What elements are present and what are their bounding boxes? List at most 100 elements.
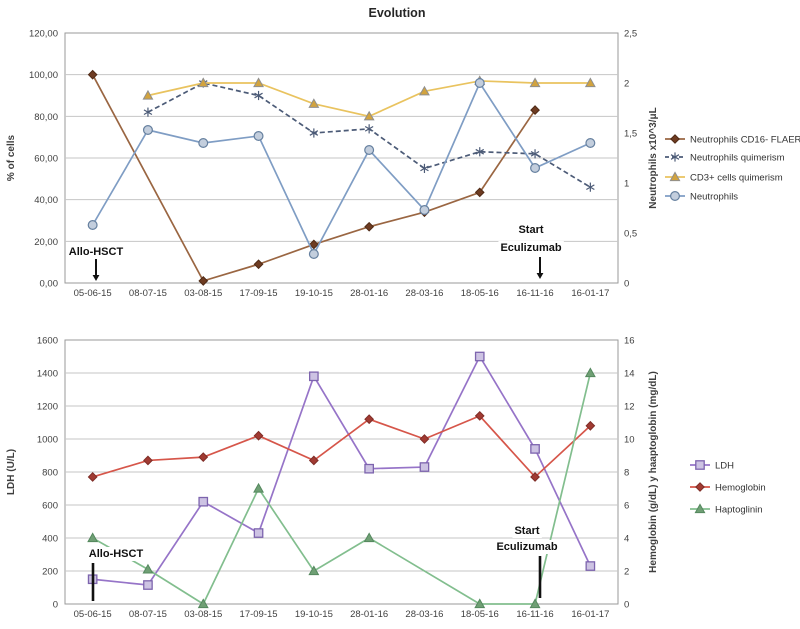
x-axis-label: 28-03-16 bbox=[405, 609, 443, 620]
annotation-bg bbox=[516, 223, 546, 237]
legend-label: Neutrophils bbox=[690, 192, 738, 203]
marker-diamond bbox=[87, 69, 98, 80]
marker-diamond bbox=[364, 221, 375, 232]
x-axis-label: 08-07-15 bbox=[129, 609, 167, 620]
annotation-text: Start bbox=[514, 525, 539, 537]
marker-triangle bbox=[197, 598, 209, 609]
marker-circle bbox=[253, 131, 264, 142]
y-axis-right-tick: 8 bbox=[624, 468, 629, 479]
marker-square bbox=[198, 496, 209, 507]
marker-circle bbox=[87, 220, 98, 231]
y-axis-left-tick: 40,00 bbox=[34, 195, 58, 206]
y-axis-right-tick: 2,5 bbox=[624, 29, 637, 40]
x-axis-label: 03-08-15 bbox=[184, 609, 222, 620]
marker-triangle bbox=[694, 503, 706, 514]
y-axis-right-tick: 1,5 bbox=[624, 129, 637, 140]
x-axis-label: 16-01-17 bbox=[571, 609, 609, 620]
marker-diamond bbox=[87, 472, 98, 482]
marker-diamond bbox=[253, 259, 264, 270]
marker-diamond bbox=[198, 276, 209, 286]
marker-triangle bbox=[308, 98, 320, 108]
marker-triangle bbox=[142, 563, 154, 574]
marker-diamond bbox=[308, 455, 319, 466]
marker-triangle bbox=[197, 77, 209, 88]
marker-triangle bbox=[308, 565, 320, 576]
marker-triangle bbox=[418, 85, 430, 96]
x-axis-label: 28-01-16 bbox=[350, 288, 388, 299]
marker-asterisk bbox=[309, 130, 319, 136]
y-axis-right-tick: 0 bbox=[624, 600, 629, 611]
marker-triangle bbox=[363, 532, 375, 543]
annotation-bg bbox=[66, 245, 126, 259]
y-axis-left-tick: 400 bbox=[42, 534, 58, 545]
x-axis-label: 19-10-15 bbox=[295, 288, 333, 299]
y-axis-left-tick: 60,00 bbox=[34, 154, 58, 165]
marker-diamond bbox=[670, 134, 680, 144]
marker-diamond bbox=[695, 482, 705, 492]
annotation-bg bbox=[498, 241, 564, 255]
marker-triangle bbox=[529, 598, 541, 609]
x-axis-label: 17-09-15 bbox=[240, 609, 278, 620]
annotation-text: Allo-HSCT bbox=[89, 548, 144, 560]
legend-item: LDH bbox=[690, 460, 734, 472]
marker-triangle bbox=[529, 77, 541, 88]
marker-circle bbox=[530, 163, 541, 174]
x-axis-label: 18-05-16 bbox=[461, 609, 499, 620]
y-axis-left-tick: 120,00 bbox=[29, 29, 58, 40]
legend-label: CD3+ cells quimerism bbox=[690, 173, 783, 184]
marker-square bbox=[419, 462, 430, 472]
marker-diamond bbox=[364, 414, 375, 425]
marker-circle bbox=[364, 145, 375, 156]
y-axis-left-tick: 100,00 bbox=[29, 70, 58, 81]
marker-diamond bbox=[530, 105, 540, 115]
y-axis-left-tick: 200 bbox=[42, 567, 58, 578]
x-axis-label: 28-03-16 bbox=[405, 288, 443, 299]
series-line bbox=[92, 372, 592, 606]
marker-square bbox=[143, 580, 153, 590]
legend-item: Hemoglobin bbox=[690, 482, 766, 494]
marker-square bbox=[695, 460, 705, 470]
y-axis-left-tick: 0,00 bbox=[40, 279, 59, 290]
marker-triangle bbox=[253, 482, 265, 493]
marker-triangle bbox=[584, 367, 596, 378]
series-line bbox=[147, 82, 591, 188]
annotation-text: Eculizumab bbox=[496, 541, 557, 553]
y-axis-right-title: Hemoglobin (g/dL) y haaptoglobin (mg/dL) bbox=[648, 371, 659, 573]
marker-square bbox=[530, 444, 540, 454]
y-axis-left-tick: 600 bbox=[42, 501, 58, 512]
series-line bbox=[91, 74, 536, 282]
y-axis-right-tick: 4 bbox=[624, 534, 629, 545]
x-axis-label: 28-01-16 bbox=[350, 609, 388, 620]
y-axis-right-tick: 12 bbox=[624, 402, 635, 413]
chart-title: Evolution bbox=[369, 6, 426, 20]
marker-diamond bbox=[474, 410, 485, 421]
marker-square bbox=[253, 528, 264, 538]
annotation-arrowhead bbox=[536, 273, 544, 279]
y-axis-right-title: Neutrophils x10^3/μL bbox=[648, 107, 659, 208]
bottom-chart: 0 200 400 600 800 1000 1200 1400 1600 0 2 4 6 8 10 12 14… bbox=[6, 336, 766, 621]
marker-asterisk bbox=[670, 154, 680, 160]
marker-diamond bbox=[474, 187, 485, 198]
marker-diamond bbox=[143, 455, 153, 466]
legend-item: Neutrophils bbox=[665, 191, 738, 203]
legend-item: Haptoglinin bbox=[690, 503, 763, 516]
marker-asterisk bbox=[364, 126, 374, 132]
marker-triangle bbox=[142, 89, 154, 100]
y-axis-left-title: LDH (U/L) bbox=[6, 449, 17, 495]
marker-diamond bbox=[419, 434, 430, 444]
annotation-bg bbox=[494, 540, 560, 554]
legend-item: Neutrophils quimerism bbox=[665, 152, 785, 164]
marker-circle bbox=[419, 205, 430, 216]
marker-square bbox=[585, 561, 596, 571]
series-line bbox=[92, 354, 592, 586]
y-axis-left-tick: 80,00 bbox=[34, 112, 58, 123]
y-axis-left-tick: 1600 bbox=[37, 336, 58, 347]
legend-label: LDH bbox=[715, 461, 734, 472]
top-chart: 0,00 20,00 40,00 60,00 80,00 100,00 120,00 0 0,5… bbox=[6, 29, 800, 300]
annotation-arrowhead bbox=[92, 275, 100, 281]
y-axis-right-tick: 16 bbox=[624, 336, 635, 347]
y-axis-right-tick: 1 bbox=[624, 179, 629, 190]
marker-asterisk bbox=[254, 92, 263, 99]
y-axis-right-tick: 10 bbox=[624, 435, 635, 446]
